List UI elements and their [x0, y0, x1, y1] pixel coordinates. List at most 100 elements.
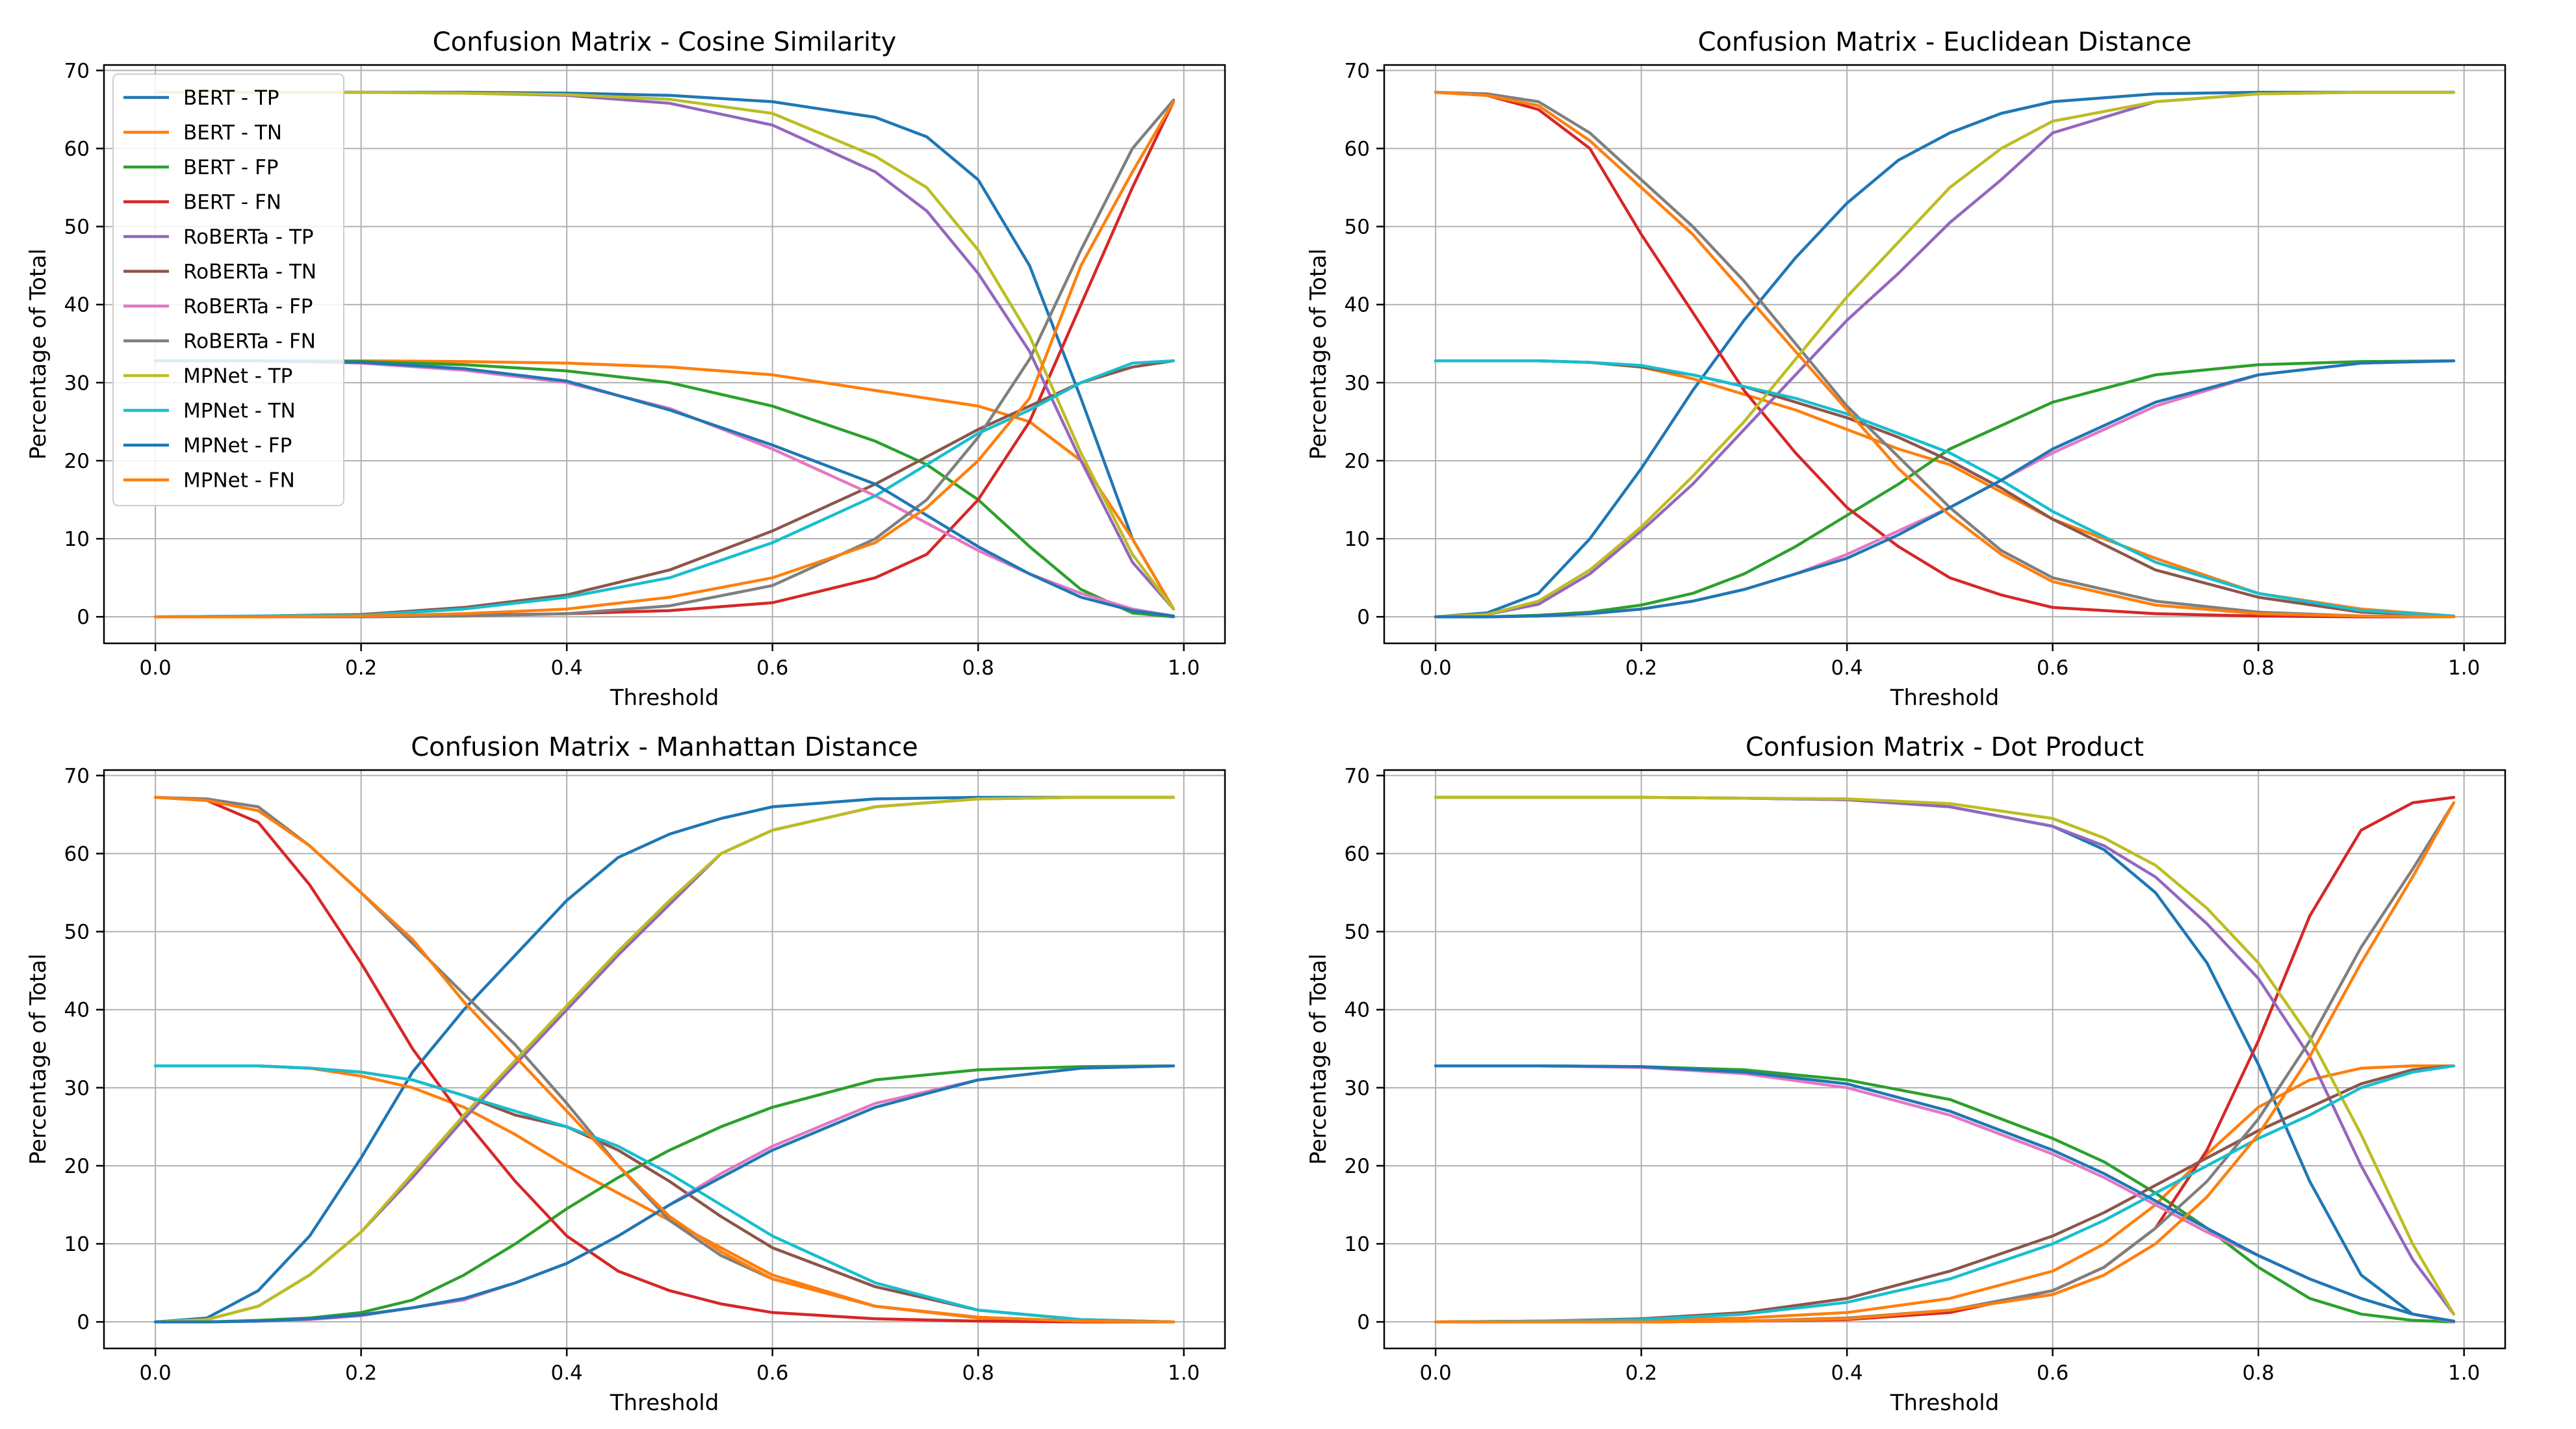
y-tick-label: 0 — [1357, 1311, 1370, 1334]
series-line-bert-fn — [153, 795, 1176, 1324]
series-lines — [1434, 795, 2456, 1324]
y-tick-label: 0 — [77, 1311, 90, 1334]
chart-title: Confusion Matrix - Euclidean Distance — [1698, 27, 2192, 57]
y-tick-label: 60 — [1345, 138, 1370, 161]
series-line-mpnet-fp — [1434, 359, 2456, 619]
y-tick-label: 0 — [1357, 606, 1370, 629]
y-tick-label: 20 — [1345, 1155, 1370, 1178]
y-tick-label: 50 — [1345, 216, 1370, 239]
x-tick-label: 0.2 — [1625, 1361, 1657, 1385]
y-tick-label: 40 — [1345, 999, 1370, 1022]
series-line-mpnet-tp — [1434, 795, 2456, 1316]
legend-entry-mpnet-fn: MPNet - FN — [183, 469, 295, 493]
legend-entry-roberta-tn: RoBERTa - TN — [183, 261, 316, 284]
y-tick-label: 10 — [1345, 528, 1370, 551]
axes-frame — [103, 769, 1226, 1350]
legend-entry-bert-tn: BERT - TN — [183, 122, 282, 145]
plot-area — [1384, 65, 2505, 643]
y-tick-label: 60 — [64, 843, 90, 866]
series-line-bert-tp — [1434, 90, 2456, 619]
y-axis-label: Percentage of Total — [1306, 953, 1332, 1165]
legend-entry-mpnet-tn: MPNet - TN — [183, 400, 296, 423]
y-tick-label: 60 — [1345, 843, 1370, 866]
x-tick-label: 0.4 — [550, 656, 582, 680]
y-tick-label: 60 — [64, 138, 90, 161]
x-tick-label: 0.8 — [962, 1361, 994, 1385]
series-line-mpnet-tn — [1434, 1064, 2456, 1324]
series-line-mpnet-tp — [153, 795, 1176, 1324]
x-tick-label: 1.0 — [2448, 1361, 2480, 1385]
y-tick-label: 30 — [64, 1077, 90, 1100]
x-tick-label: 1.0 — [2448, 656, 2480, 680]
series-lines — [153, 90, 1176, 619]
series-line-mpnet-fn — [1434, 801, 2456, 1324]
series-line-mpnet-tn — [1434, 359, 2456, 618]
y-axis-label: Percentage of Total — [1306, 248, 1332, 459]
y-tick-label: 10 — [64, 528, 90, 551]
series-line-mpnet-fn — [153, 795, 1176, 1324]
y-tick-label: 40 — [64, 999, 90, 1022]
x-tick-label: 1.0 — [1168, 656, 1200, 680]
series-line-mpnet-fn — [153, 100, 1176, 619]
chart-title: Confusion Matrix - Cosine Similarity — [433, 27, 897, 57]
series-line-mpnet-tp — [153, 90, 1176, 611]
y-tick-label: 70 — [1345, 59, 1370, 83]
y-tick-label: 10 — [64, 1233, 90, 1256]
x-tick-label: 0.2 — [345, 1361, 377, 1385]
y-tick-label: 50 — [64, 921, 90, 944]
x-tick-label: 1.0 — [1168, 1361, 1200, 1385]
y-axis-label: Percentage of Total — [25, 248, 51, 459]
x-tick-label: 0.0 — [1419, 656, 1451, 680]
x-tick-label: 0.2 — [1625, 656, 1657, 680]
y-tick-label: 20 — [64, 450, 90, 473]
series-line-bert-fn — [1434, 90, 2456, 619]
legend-entry-bert-fp: BERT - FP — [183, 156, 279, 179]
x-tick-label: 0.0 — [1419, 1361, 1451, 1385]
series-lines — [1434, 90, 2456, 619]
x-axis-label: Threshold — [1890, 1390, 2000, 1416]
legend: BERT - TP BERT - TN BERT - FP BERT - FN RoBE… — [112, 73, 344, 506]
chart-title: Confusion Matrix - Manhattan Distance — [411, 732, 918, 762]
series-line-mpnet-fp — [153, 1064, 1176, 1324]
y-tick-label: 70 — [1345, 764, 1370, 788]
series-lines — [153, 795, 1176, 1324]
chart-panel-1: 0.0 0.2 0.4 0.6 0.8 1.0 0 10 20 30 40 50 60 70 Confusi… — [25, 27, 1226, 711]
x-tick-label: 0.2 — [345, 656, 377, 680]
x-axis-label: Threshold — [1890, 685, 2000, 711]
y-tick-label: 20 — [1345, 450, 1370, 473]
x-tick-label: 0.0 — [139, 656, 171, 680]
series-line-roberta-fn — [1434, 90, 2456, 619]
x-tick-label: 0.4 — [1831, 656, 1862, 680]
series-line-mpnet-fp — [153, 359, 1176, 618]
y-tick-label: 20 — [64, 1155, 90, 1178]
axes-frame — [103, 64, 1226, 645]
series-line-mpnet-fp — [1434, 1064, 2456, 1323]
x-tick-label: 0.8 — [2243, 656, 2274, 680]
chart-panel-4: 0.0 0.2 0.4 0.6 0.8 1.0 0 10 20 30 40 50 60 70 Confusi… — [1306, 732, 2506, 1416]
plot-area — [104, 770, 1225, 1348]
x-tick-label: 0.8 — [962, 656, 994, 680]
axes-frame — [1383, 64, 2506, 645]
y-axis-label: Percentage of Total — [25, 953, 51, 1165]
x-axis-label: Threshold — [610, 1390, 719, 1416]
y-tick-label: 40 — [64, 294, 90, 317]
series-line-mpnet-tp — [1434, 90, 2456, 619]
x-tick-label: 0.0 — [139, 1361, 171, 1385]
x-tick-label: 0.4 — [1831, 1361, 1862, 1385]
chart-title: Confusion Matrix - Dot Product — [1745, 732, 2144, 762]
series-line-bert-tp — [153, 795, 1176, 1324]
legend-entry-mpnet-tp: MPNet - TP — [183, 365, 292, 388]
x-tick-label: 0.6 — [756, 656, 788, 680]
series-line-bert-tn — [1434, 1064, 2456, 1324]
plot-area — [1384, 770, 2505, 1348]
y-tick-label: 0 — [77, 606, 90, 629]
y-tick-label: 40 — [1345, 294, 1370, 317]
legend-entry-bert-fn: BERT - FN — [183, 191, 281, 214]
legend-entry-bert-tp: BERT - TP — [183, 86, 279, 110]
chart-panel-2: 0.0 0.2 0.4 0.6 0.8 1.0 0 10 20 30 40 50 60 70 Confusi… — [1306, 27, 2506, 711]
legend-entry-roberta-fn: RoBERTa - FN — [183, 330, 316, 354]
x-axis-label: Threshold — [610, 685, 719, 711]
x-tick-label: 0.6 — [2037, 1361, 2068, 1385]
y-tick-label: 70 — [64, 59, 90, 83]
